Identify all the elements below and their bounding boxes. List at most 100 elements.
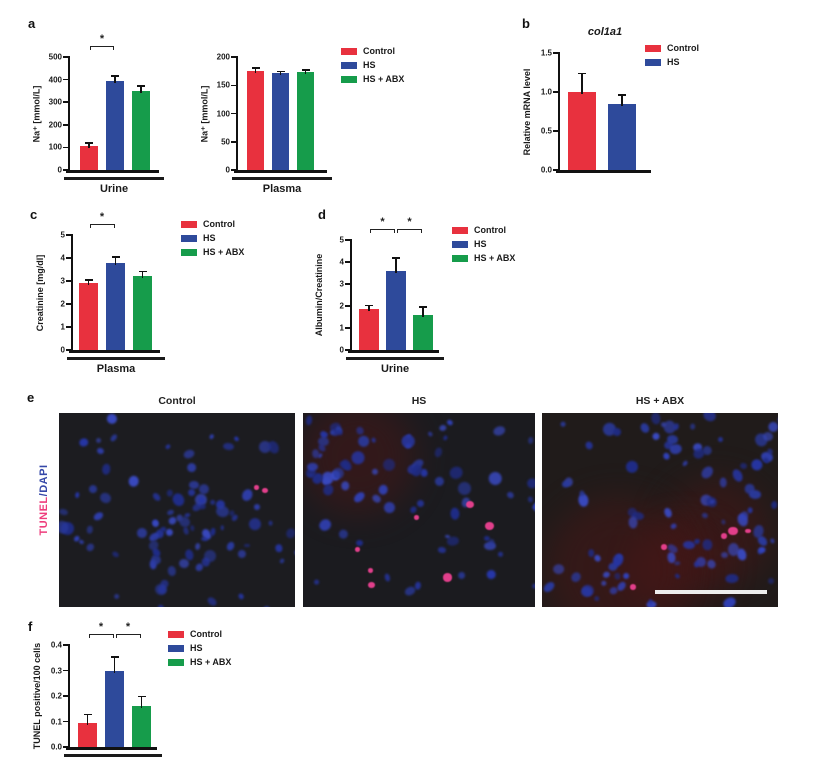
legend-swatch-hs_abx (168, 659, 184, 666)
y-tick (345, 261, 350, 263)
y-tick-label: 50 (221, 137, 230, 147)
nucleus-blob (414, 581, 422, 591)
nucleus-blob (651, 432, 661, 441)
nucleus-blob (152, 519, 160, 528)
legend-panel-b: Control HS (645, 44, 699, 72)
error-bar-stem (279, 72, 282, 76)
legend-swatch-hs (168, 645, 184, 652)
nucleus-blob (240, 487, 255, 503)
y-tick (66, 257, 71, 259)
y-tick-label: 500 (48, 52, 62, 62)
micrograph-hs (303, 413, 535, 607)
legend-panel-c: Control HS HS + ABX (181, 220, 244, 262)
error-bar-stem (114, 257, 117, 265)
category-underline (232, 177, 332, 180)
legend-label: Control (190, 629, 222, 639)
nucleus-blob (104, 413, 119, 426)
nucleus-blob (157, 604, 164, 607)
tunel-spot (660, 544, 667, 551)
bar-hs (608, 103, 636, 170)
nucleus-blob (433, 474, 446, 488)
nucleus-blob (456, 570, 467, 581)
legend-swatch-control (168, 631, 184, 638)
tunel-spot (720, 533, 727, 539)
error-bar-stem (304, 70, 307, 74)
panel-c-letter: c (30, 207, 38, 222)
nucleus-blob (527, 495, 534, 504)
nucleus-blob (416, 499, 425, 508)
legend-label: HS + ABX (474, 253, 516, 263)
error-bar-cap (365, 304, 373, 306)
category-label: Urine (380, 363, 410, 375)
significance-bracket (115, 634, 141, 638)
legend-panel-a: Control HS HS + ABX (341, 47, 404, 89)
error-bar-cap (85, 142, 93, 144)
nucleus-blob (669, 442, 683, 455)
legend-label: Control (474, 225, 506, 235)
nucleus-blob (94, 437, 102, 445)
y-tick (63, 101, 68, 103)
tunel-spot (368, 582, 375, 589)
chart-a-plasma: 0 50 100 150 200 Na⁺ [mmol/L] Plasma (200, 53, 332, 195)
error-bar-cap (137, 85, 145, 87)
nucleus-blob (274, 543, 283, 553)
nucleus-blob (485, 568, 498, 581)
nucleus-blob (648, 599, 653, 606)
nucleus-blob (445, 419, 454, 427)
y-tick (66, 349, 71, 351)
micrograph-hs-abx (542, 413, 778, 607)
y-tick-label: 200 (48, 120, 62, 130)
y-axis-title: Creatinine [mg/dl] (35, 254, 45, 331)
bar-hs (105, 670, 124, 747)
legend-label: HS (203, 233, 216, 243)
legend-swatch-hs_abx (341, 76, 357, 83)
legend-label: HS + ABX (190, 657, 232, 667)
category-label: Plasma (262, 183, 302, 195)
nucleus-blob (583, 440, 595, 451)
scale-bar (655, 590, 767, 594)
x-axis (234, 170, 327, 173)
nucleus-blob (267, 520, 273, 526)
panel-e-letter: e (27, 390, 35, 405)
y-tick-label: 0.2 (50, 691, 62, 701)
nucleus-blob (767, 577, 775, 586)
bar-hs (106, 81, 124, 170)
nucleus-blob (111, 550, 121, 559)
nucleus-blob (186, 462, 198, 474)
tunel-spot (253, 484, 260, 490)
y-tick (63, 146, 68, 149)
nucleus-blob (438, 424, 448, 433)
legend-row: HS + ABX (168, 658, 231, 667)
error-bar-stem (88, 143, 90, 149)
y-tick (63, 78, 68, 81)
category-label: Plasma (96, 363, 136, 375)
bar-control (78, 722, 97, 747)
nucleus-blob (187, 488, 197, 497)
significance-star: * (407, 216, 412, 228)
bar-control (79, 283, 98, 350)
legend-label: HS + ABX (203, 247, 245, 257)
y-tick (553, 52, 558, 54)
y-tick-label: 0 (60, 345, 65, 355)
nucleus-blob (182, 448, 196, 460)
significance-bracket (397, 229, 422, 233)
nucleus-blob (233, 435, 240, 442)
legend-label: Control (363, 46, 395, 56)
y-tick-label: 100 (48, 142, 62, 152)
error-bar-stem (114, 76, 116, 84)
bar-hs (272, 73, 289, 170)
bar-hs_abx (132, 90, 150, 170)
nucleus-blob (447, 465, 465, 481)
legend-swatch-hs_abx (181, 249, 197, 256)
y-tick (553, 130, 558, 132)
y-axis (236, 56, 238, 172)
nucleus-blob (91, 511, 105, 523)
nucleus-blob (208, 433, 215, 440)
nucleus-blob (244, 543, 251, 548)
error-bar-cap (618, 94, 626, 96)
y-tick (63, 720, 68, 723)
chart-d-albumin-creatinine: 0 1 2 3 4 5 * * Albumin/Creatinine Urine (314, 216, 444, 375)
y-tick-label: 0 (339, 345, 344, 355)
nucleus-blob (531, 583, 535, 591)
y-tick-label: 2 (339, 301, 344, 311)
